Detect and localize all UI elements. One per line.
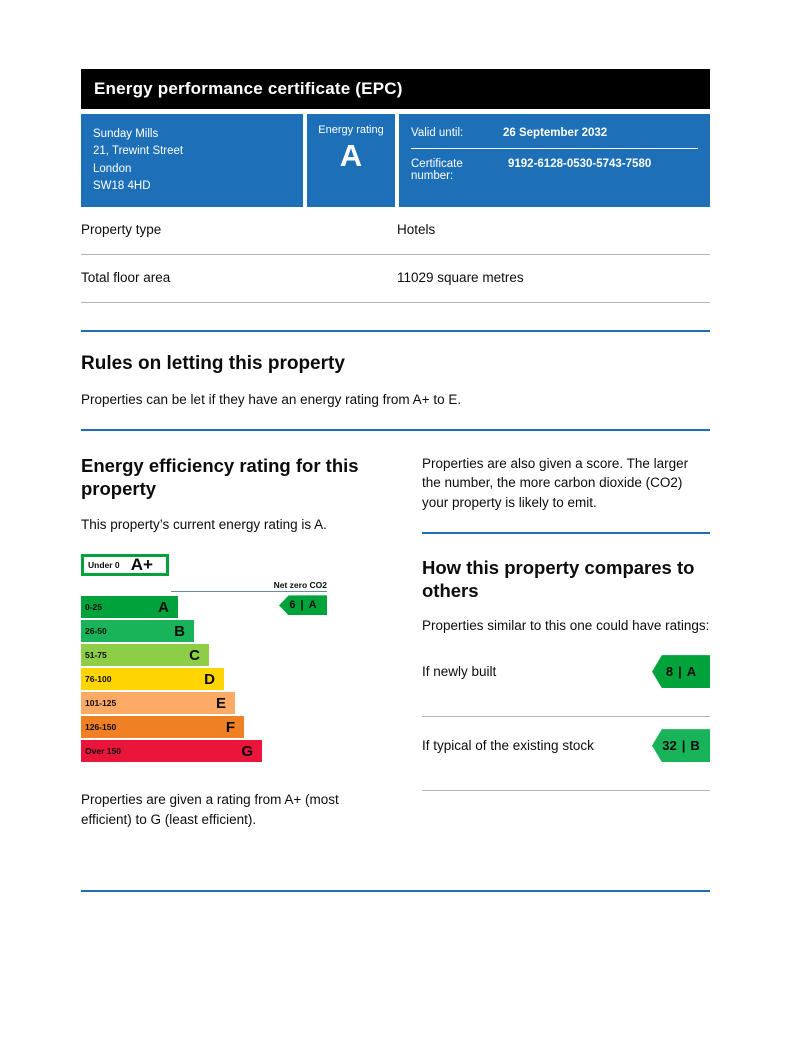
net-zero-marker: Net zero CO2 bbox=[81, 578, 327, 594]
current-rating-text: This property’s current energy rating is… bbox=[81, 516, 327, 532]
certificate-number-value: 9192-6128-0530-5743-7580 bbox=[508, 158, 652, 170]
band-letter: G bbox=[241, 742, 253, 760]
compare-label: If newly built bbox=[422, 664, 497, 680]
section-divider bbox=[81, 428, 710, 431]
efficiency-heading: Energy efficiency rating for this proper… bbox=[81, 454, 359, 499]
band-range: 0-25 bbox=[85, 602, 103, 613]
band-range: 51-75 bbox=[85, 650, 107, 661]
score-explanation: Properties are also given a score. The l… bbox=[422, 455, 689, 510]
band-range: 76-100 bbox=[85, 674, 112, 685]
band-b: 26-50 B bbox=[81, 620, 194, 643]
band-a: 0-25 A bbox=[81, 596, 178, 619]
efficiency-rating-column: Energy efficiency rating for this proper… bbox=[81, 454, 391, 844]
band-range: 126-150 bbox=[85, 722, 117, 733]
band-row-d: 76-100 D bbox=[81, 668, 327, 691]
page-title: Energy performance certificate (EPC) bbox=[81, 69, 710, 109]
epc-rating-chart: Under 0 A+ Net zero CO2 0-25 A bbox=[81, 554, 327, 763]
valid-until-date: 26 September 2032 bbox=[503, 127, 608, 139]
net-zero-line bbox=[171, 591, 327, 593]
rules-heading: Rules on letting this property bbox=[81, 353, 345, 374]
band-row-g: Over 150 G bbox=[81, 740, 327, 763]
band-e: 101-125 E bbox=[81, 692, 235, 715]
band-d: 76-100 D bbox=[81, 668, 224, 691]
address-line-3: London bbox=[93, 162, 132, 175]
compare-badge-newly-built: 8 | A bbox=[652, 655, 710, 689]
band-letter: E bbox=[215, 694, 226, 712]
certificate-summary: Sunday Mills 21, Trewint Street London S… bbox=[81, 114, 710, 207]
band-range: Under 0 bbox=[88, 560, 120, 571]
band-row-a-plus: Under 0 A+ bbox=[81, 554, 327, 577]
address-line-1: Sunday Mills bbox=[93, 128, 159, 140]
band-letter: B bbox=[174, 622, 185, 640]
band-c: 51-75 C bbox=[81, 644, 209, 667]
energy-rating-label: Energy rating bbox=[318, 124, 384, 136]
band-row-a: 0-25 A bbox=[81, 596, 327, 619]
badge-divider: | bbox=[681, 738, 686, 754]
compare-badge-existing-stock: 32 | B bbox=[652, 729, 710, 763]
compare-letter: A bbox=[686, 664, 697, 680]
rules-body: Properties can be let if they have an en… bbox=[81, 392, 462, 407]
compare-heading: How this property compares to others bbox=[422, 557, 695, 602]
property-type-row: Property type Hotels bbox=[81, 207, 710, 255]
current-letter: A bbox=[308, 599, 317, 612]
compare-score: 8 bbox=[665, 664, 674, 680]
band-range: 101-125 bbox=[85, 698, 117, 709]
floor-area-value: 11029 square metres bbox=[397, 270, 524, 285]
band-letter: F bbox=[225, 718, 235, 736]
property-address: Sunday Mills 21, Trewint Street London S… bbox=[81, 114, 303, 207]
certificate-number-label: Certificate number: bbox=[411, 158, 463, 182]
section-divider bbox=[81, 889, 710, 892]
valid-until-row: Valid until: 26 September 2032 bbox=[411, 118, 698, 148]
band-a-plus: Under 0 A+ bbox=[81, 554, 169, 577]
band-row-f: 126-150 F bbox=[81, 716, 327, 739]
epc-page: Energy performance certificate (EPC) Sun… bbox=[81, 0, 710, 1062]
band-letter: A bbox=[158, 598, 169, 616]
address-line-4: SW18 4HD bbox=[93, 179, 151, 192]
net-zero-label: Net zero CO2 bbox=[273, 580, 327, 591]
band-row-c: 51-75 C bbox=[81, 644, 327, 667]
chart-caption: Properties are given a rating from A+ (m… bbox=[81, 792, 339, 827]
energy-rating-value: A bbox=[339, 138, 363, 173]
section-divider bbox=[422, 532, 710, 535]
current-rating-badge: 6 | A bbox=[279, 595, 327, 616]
band-letter: D bbox=[204, 670, 215, 688]
compare-label: If typical of the existing stock bbox=[422, 738, 594, 754]
band-range: Over 150 bbox=[85, 746, 121, 757]
certificate-number-row: Certificate number: 9192-6128-0530-5743-… bbox=[411, 148, 698, 191]
badge-divider: | bbox=[300, 599, 304, 612]
band-letter: A+ bbox=[130, 555, 153, 575]
valid-until-label: Valid until: bbox=[411, 127, 464, 139]
floor-area-label: Total floor area bbox=[81, 270, 171, 285]
floor-area-row: Total floor area 11029 square metres bbox=[81, 255, 710, 303]
compare-intro: Properties similar to this one could hav… bbox=[422, 617, 710, 633]
rating-columns: Energy efficiency rating for this proper… bbox=[81, 454, 710, 844]
compare-row-newly-built: If newly built 8 | A bbox=[422, 643, 710, 718]
compare-row-existing-stock: If typical of the existing stock 32 | B bbox=[422, 717, 710, 792]
property-type-value: Hotels bbox=[397, 222, 436, 237]
compare-score: 32 bbox=[662, 738, 677, 754]
band-row-b: 26-50 B bbox=[81, 620, 327, 643]
band-g: Over 150 G bbox=[81, 740, 262, 763]
validity-box: Valid until: 26 September 2032 Certifica… bbox=[399, 114, 710, 207]
section-divider bbox=[81, 330, 710, 332]
address-line-2: 21, Trewint Street bbox=[93, 145, 184, 158]
current-score: 6 bbox=[289, 599, 296, 612]
band-letter: C bbox=[189, 646, 200, 664]
band-range: 26-50 bbox=[85, 626, 107, 637]
energy-rating-box: Energy rating A bbox=[307, 114, 395, 207]
band-row-e: 101-125 E bbox=[81, 692, 327, 715]
compare-letter: B bbox=[690, 738, 700, 754]
property-type-label: Property type bbox=[81, 222, 162, 237]
band-f: 126-150 F bbox=[81, 716, 244, 739]
comparison-column: Properties are also given a score. The l… bbox=[422, 454, 710, 844]
badge-divider: | bbox=[678, 664, 682, 680]
